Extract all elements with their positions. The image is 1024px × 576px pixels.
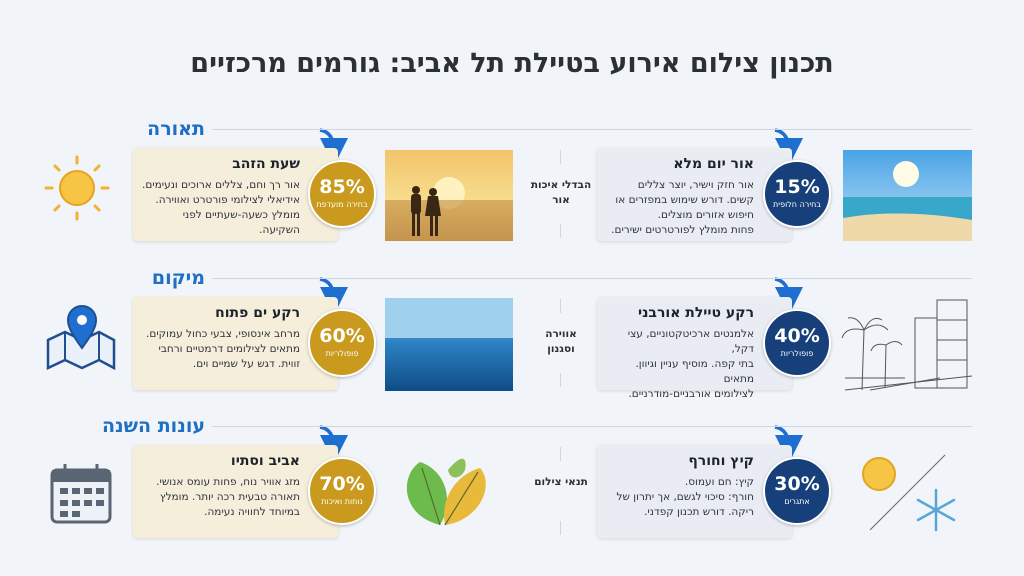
promenade-sketch [841, 299, 973, 391]
card-text: קיץ: חם ועמוס. חורף: סיכוי לגשם, אך יתרון… [604, 475, 754, 520]
card: קיץ וחורף קיץ: חם ועמוס. חורף: סיכוי לגשם,… [597, 445, 792, 538]
text-line: מומלץ כשעה-שעתיים לפני [182, 209, 300, 221]
text-line: במיוחד לחוויה נעימה. [204, 506, 300, 518]
percent-badge: 40% פופולריות [763, 309, 831, 377]
text-line: בתי קפה. מוסיף עניין וגיוון. מתאים [635, 358, 754, 385]
text-line: תאורה טבעית רכה יותר. מומלץ [159, 491, 300, 503]
sun-icon [44, 155, 110, 221]
card-text: מרחב אינסופי, צבעי כחול עמוקים. מתאים לצי… [140, 327, 300, 372]
beach-photo [843, 150, 972, 241]
text-line: מזג אוויר נוח, פחות עומס אנושי. [156, 476, 300, 488]
divider [560, 521, 561, 535]
card-title: אור יום מלא [673, 156, 754, 172]
percent-badge: 70% נוחות ואיכות [308, 457, 376, 525]
section-line [212, 129, 972, 130]
badge-percent: 40% [774, 325, 820, 347]
divider [560, 299, 561, 313]
section-line [212, 426, 972, 427]
text-line: חורף: סיכוי לגשם, אך יתרון של [616, 491, 754, 503]
card-title: רקע ים פתוח [215, 305, 300, 321]
badge-label: פופולריות [780, 349, 814, 358]
badge-percent: 60% [319, 325, 365, 347]
card: אור יום מלא אור חזק וישיר, יוצר צללים קשים… [597, 148, 792, 241]
section-line [212, 278, 972, 279]
calendar-icon [50, 464, 112, 524]
section-heading: מיקום [151, 267, 205, 289]
text-line: מתאים לצילומים דרמטיים ורחבי [158, 343, 300, 355]
card: רקע ים פתוח מרחב אינסופי, צבעי כחול עמוקי… [133, 297, 338, 390]
text-line: מרחב אינסופי, צבעי כחול עמוקים. [146, 328, 300, 340]
card-title: רקע טיילת אורבני [637, 305, 754, 321]
text-line: חיפוש אזורים מוצלים. [657, 209, 754, 221]
card-text: אור רך וחם, צללים ארוכים ונעימים. אידיאלי… [140, 178, 300, 238]
divider [560, 150, 561, 164]
percent-badge: 15% בחירה חלופית [763, 160, 831, 228]
text-line: קיץ: חם ועמוס. [684, 476, 754, 488]
percent-badge: 30% אתגרים [763, 457, 831, 525]
page-title: תכנון צילום אירוע בטיילת תל אביב: גורמים… [190, 48, 834, 79]
card-text: אלמנטים ארכיטקטוניים, עצי דקל, בתי קפה. מ… [604, 327, 754, 402]
text-line: לצילומים אורבניים-מודרניים. [628, 388, 754, 400]
badge-label: בחירה מועדפת [316, 200, 368, 209]
badge-label: אתגרים [784, 497, 810, 506]
text-line: השקיעה. [259, 224, 300, 236]
badge-percent: 85% [319, 176, 365, 198]
card-title: אביב וסתיו [230, 453, 300, 469]
sea-photo [385, 298, 513, 391]
text-line: ריקה. דורש תכנון קפדני. [644, 506, 754, 518]
text-line: פחות מומלץ לפורטרטים ישירים. [611, 224, 754, 236]
center-label: הבדלי איכות אור [530, 179, 592, 206]
text-line: זווית. דגש על שמיים וים. [192, 358, 300, 370]
text-line: אור רך וחם, צללים ארוכים ונעימים. [141, 179, 300, 191]
badge-percent: 70% [319, 473, 365, 495]
divider [560, 447, 561, 461]
card-title: שעת הזהב [232, 156, 300, 172]
percent-badge: 85% בחירה מועדפת [308, 160, 376, 228]
text-line: אור חזק וישיר, יוצר צללים [637, 179, 754, 191]
card-title: קיץ וחורף [688, 453, 754, 469]
badge-label: נוחות ואיכות [321, 497, 363, 506]
card: אביב וסתיו מזג אוויר נוח, פחות עומס אנושי… [133, 445, 338, 538]
badge-label: פופולריות [325, 349, 359, 358]
badge-label: בחירה חלופית [773, 200, 821, 209]
card-text: מזג אוויר נוח, פחות עומס אנושי. תאורה טבע… [140, 475, 300, 520]
section-heading: עונות השנה [101, 415, 205, 437]
map-icon [46, 305, 116, 371]
text-line: קשים. דורש שימוש במפזרים או [615, 194, 754, 206]
center-label: תנאי צילום [534, 476, 588, 488]
sun-snow [862, 454, 956, 532]
badge-percent: 15% [774, 176, 820, 198]
leaves [406, 458, 486, 526]
badge-percent: 30% [774, 473, 820, 495]
text-line: אידיאלי לצילומי פורטרט ואווירה. [155, 194, 300, 206]
card: שעת הזהב אור רך וחם, צללים ארוכים ונעימים… [133, 148, 338, 241]
card-text: אור חזק וישיר, יוצר צללים קשים. דורש שימו… [604, 178, 754, 238]
divider [560, 224, 561, 238]
divider [560, 373, 561, 387]
percent-badge: 60% פופולריות [308, 309, 376, 377]
section-heading: תאורה [147, 118, 205, 140]
text-line: אלמנטים ארכיטקטוניים, עצי דקל, [627, 328, 754, 355]
card: רקע טיילת אורבני אלמנטים ארכיטקטוניים, עצ… [597, 297, 792, 400]
sunset-photo [385, 150, 513, 241]
center-label: אווירה וסגנון [545, 328, 577, 355]
